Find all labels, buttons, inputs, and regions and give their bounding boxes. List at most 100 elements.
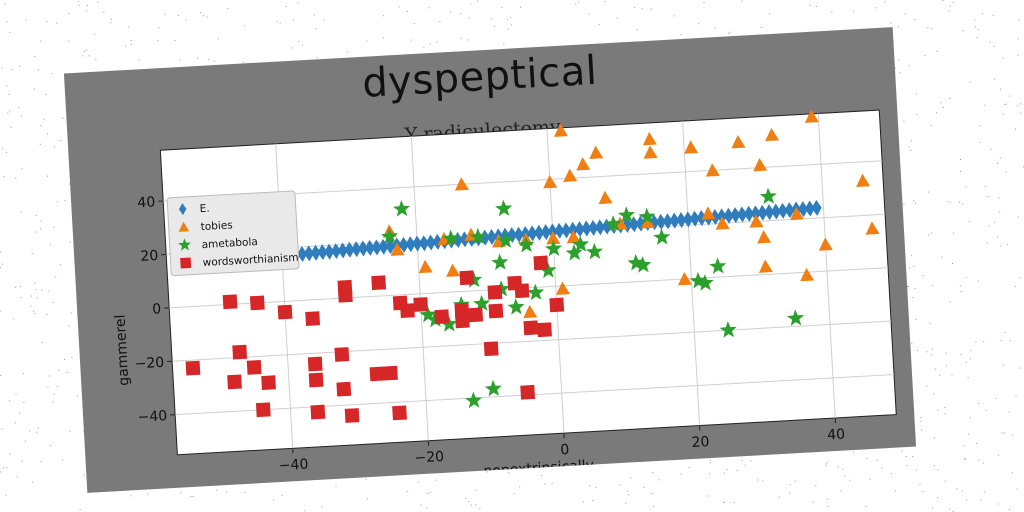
data-point-e [784,202,795,219]
noise-speck [479,508,481,510]
data-point-tobies [589,145,604,160]
noise-speck [55,276,57,278]
data-point-tobies [390,242,405,256]
noise-speck [494,25,496,27]
noise-speck [460,12,462,14]
noise-speck [933,393,935,395]
noise-speck [1020,112,1022,114]
noise-speck [974,19,976,21]
noise-speck [634,7,636,9]
noise-speck [929,323,931,325]
data-point-ametabola [507,298,525,315]
noise-speck [177,15,179,17]
noise-speck [1018,19,1020,21]
noise-speck [894,490,896,492]
noise-speck [86,10,88,12]
noise-speck [970,350,972,352]
noise-speck [6,85,8,87]
y-tick-label: −40 [137,408,167,426]
noise-speck [643,487,645,488]
data-point-tobies [856,173,871,188]
noise-speck [920,417,921,419]
noise-speck [138,59,140,61]
data-point-wordsworthianism [520,384,536,400]
noise-speck [47,386,49,388]
noise-speck [837,466,839,468]
noise-speck [928,234,930,236]
noise-speck [914,19,916,20]
data-point-tobies [757,230,772,244]
data-point-tobies [758,259,773,273]
noise-speck [147,493,149,495]
data-point-e [662,213,673,230]
data-point-e [425,234,436,251]
data-point-e [534,224,545,241]
noise-speck [1009,340,1011,342]
noise-speck [849,479,851,481]
noise-speck [952,2,954,3]
noise-speck [506,19,508,21]
noise-speck [760,26,762,28]
y-axis-label: gammerel [112,314,132,386]
data-point-ametabola [653,228,671,245]
data-point-tobies [446,263,461,277]
legend-label: tobies [200,219,233,233]
noise-speck [1006,244,1008,246]
noise-speck [16,476,18,478]
noise-speck [21,168,23,170]
noise-speck [976,37,978,39]
noise-speck [30,305,32,307]
noise-speck [959,201,960,203]
data-point-wordsworthianism [383,365,398,381]
noise-speck [959,285,961,287]
noise-speck [407,490,409,492]
data-point-ametabola [539,261,557,279]
data-point-wordsworthianism [514,283,530,299]
noise-speck [8,93,10,95]
noise-speck [913,200,915,202]
noise-speck [68,325,70,327]
noise-speck [53,226,55,228]
x-tick-label: 20 [691,434,710,451]
noise-speck [650,8,652,10]
legend-label: E. [199,203,210,216]
noise-speck [1005,103,1007,105]
noise-speck [82,55,84,57]
noise-speck [927,27,929,28]
data-point-tobies [731,135,746,149]
noise-speck [910,255,912,257]
noise-speck [825,465,827,466]
data-point-e [561,222,572,239]
data-point-e [771,203,782,220]
data-point-e [723,207,734,224]
noise-speck [911,342,913,344]
noise-speck [741,459,743,461]
noise-speck [876,460,878,462]
noise-speck [71,357,73,359]
data-point-e [743,205,754,222]
noise-speck [174,40,176,41]
noise-speck [285,6,287,7]
noise-speck [939,374,941,376]
data-point-e [683,211,694,228]
noise-speck [9,110,11,112]
noise-speck [976,442,977,444]
noise-speck [922,275,924,276]
noise-speck [967,433,969,435]
noise-speck [1019,367,1021,369]
noise-speck [815,485,817,487]
noise-speck [77,0,79,2]
noise-speck [915,469,917,471]
data-point-e [696,210,707,227]
noise-speck [907,286,908,288]
data-point-e [358,240,369,257]
noise-speck [949,201,951,203]
noise-speck [933,437,935,439]
noise-speck [413,22,415,24]
noise-speck [69,430,71,432]
noise-speck [875,7,877,9]
noise-speck [831,11,833,13]
data-point-wordsworthianism [336,381,352,397]
data-point-e [574,221,585,238]
noise-speck [724,501,726,503]
